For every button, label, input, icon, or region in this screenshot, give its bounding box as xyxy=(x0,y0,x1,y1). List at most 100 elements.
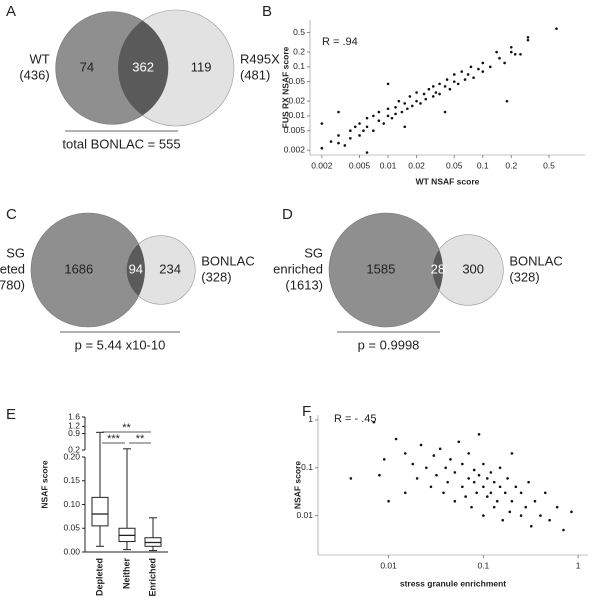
point xyxy=(372,420,376,424)
point xyxy=(387,499,390,503)
y-tick-label: 0.02 xyxy=(288,95,305,105)
y-tick-label: 0.10 xyxy=(63,499,80,509)
x-tick-label: 1 xyxy=(576,560,581,570)
point xyxy=(527,480,530,484)
point xyxy=(443,85,447,88)
y-tick-label: 0.5 xyxy=(293,27,305,37)
point xyxy=(365,151,369,154)
set-total: (1780) xyxy=(0,277,25,292)
set-total: (328) xyxy=(201,269,231,284)
point xyxy=(467,477,470,480)
point xyxy=(453,471,457,474)
point xyxy=(435,473,438,477)
point xyxy=(382,122,386,125)
x-tick-label: 0.2 xyxy=(505,160,517,170)
venn-count: 28 xyxy=(431,261,445,276)
point xyxy=(442,491,445,495)
point xyxy=(443,110,447,114)
panel-letter: F xyxy=(302,403,311,420)
x-tick-label: 0.01 xyxy=(380,560,397,570)
point xyxy=(438,447,442,451)
point xyxy=(362,129,365,133)
point xyxy=(400,110,404,114)
point xyxy=(570,510,573,514)
venn-overlap xyxy=(117,11,169,125)
point xyxy=(472,468,476,472)
point xyxy=(503,491,507,495)
point xyxy=(415,477,419,480)
point xyxy=(513,53,517,56)
set-total: (1613) xyxy=(285,277,323,292)
point xyxy=(422,92,426,96)
point xyxy=(519,491,523,495)
set-name: enriched xyxy=(273,261,323,276)
point xyxy=(349,477,353,480)
point xyxy=(403,491,407,495)
point xyxy=(489,491,493,495)
point xyxy=(460,70,464,73)
point xyxy=(397,99,401,103)
point xyxy=(444,466,447,470)
point xyxy=(501,518,505,522)
venn-count: 94 xyxy=(129,261,143,276)
y-tick-label: 0.00 xyxy=(63,546,80,556)
note: p = 0.9998 xyxy=(358,337,420,352)
point xyxy=(461,485,464,489)
y-tick-label: 0.05 xyxy=(288,76,305,86)
point xyxy=(498,56,501,60)
point xyxy=(427,87,431,91)
point xyxy=(372,114,375,118)
set-total: (328) xyxy=(509,269,539,284)
point xyxy=(524,505,528,509)
x-axis-label: stress granule enrichment xyxy=(400,578,506,588)
point xyxy=(415,99,418,103)
point xyxy=(390,116,394,120)
point xyxy=(386,114,390,118)
venn-circle xyxy=(126,235,196,305)
point xyxy=(349,129,352,133)
point xyxy=(353,125,357,129)
panel-letter: E xyxy=(6,406,16,423)
point xyxy=(548,518,551,522)
panel-letter: A xyxy=(6,3,16,20)
y-tick-label: 0.05 xyxy=(63,523,80,533)
point xyxy=(386,82,390,86)
point xyxy=(477,473,481,477)
point xyxy=(456,82,460,86)
point xyxy=(464,495,467,498)
x-tick-label: 0.1 xyxy=(477,560,489,570)
point xyxy=(377,119,381,122)
point xyxy=(448,87,452,91)
point xyxy=(481,61,485,65)
y-tick-label: 1.6 xyxy=(68,411,80,421)
point xyxy=(411,462,415,466)
point xyxy=(510,452,514,455)
point xyxy=(365,116,369,120)
point xyxy=(377,110,381,114)
point xyxy=(457,440,461,444)
y-tick-label: 0.2 xyxy=(68,444,80,454)
point xyxy=(461,462,464,466)
point xyxy=(453,499,457,503)
point xyxy=(403,125,407,129)
point xyxy=(452,73,456,76)
annotation: R = - .45 xyxy=(334,413,377,425)
point xyxy=(446,480,449,484)
y-tick-label: 0.9 xyxy=(68,428,80,438)
venn-count: 234 xyxy=(159,261,181,276)
point xyxy=(485,495,489,498)
point xyxy=(358,122,361,125)
significance: ** xyxy=(122,422,131,434)
point xyxy=(438,82,441,86)
point xyxy=(358,134,361,137)
point xyxy=(503,61,506,65)
point xyxy=(509,46,513,49)
point xyxy=(492,505,496,509)
point xyxy=(365,125,369,129)
box xyxy=(91,496,109,527)
y-tick-label: 1.2 xyxy=(68,421,80,431)
set-name: R495X xyxy=(240,51,280,66)
set-total: (481) xyxy=(240,67,270,82)
point xyxy=(489,471,493,474)
point xyxy=(438,92,441,96)
